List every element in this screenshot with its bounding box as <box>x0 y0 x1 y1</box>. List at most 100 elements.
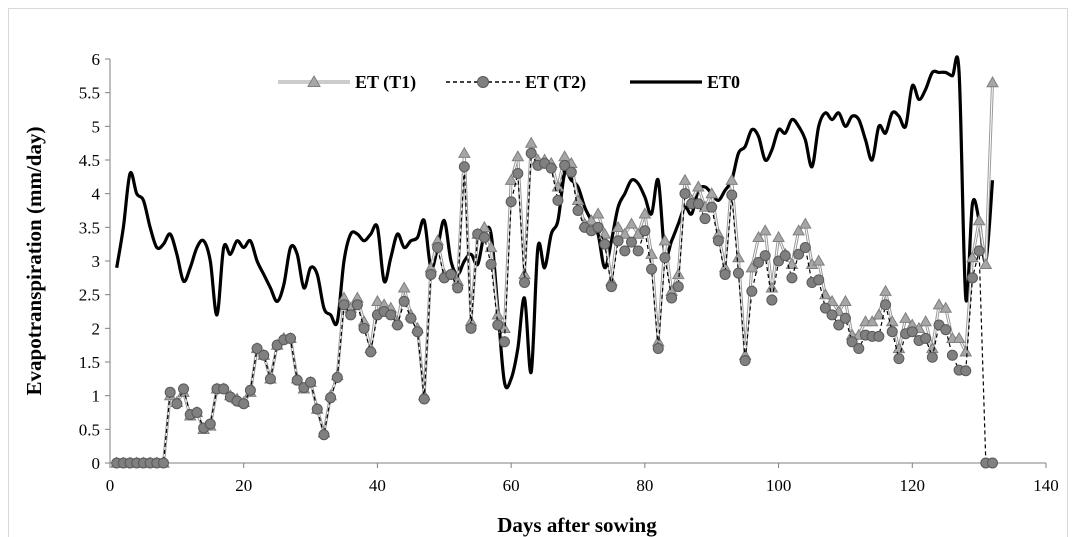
et-t2-point <box>927 352 937 362</box>
et-t2-point <box>245 385 255 395</box>
legend-label: ET (T2) <box>525 72 586 93</box>
et-t2-point <box>493 320 503 330</box>
et-t2-point <box>566 167 576 177</box>
y-tick-label: 4.5 <box>79 151 100 170</box>
et-t2-point <box>606 282 616 292</box>
et-t2-point <box>158 458 168 468</box>
et-t1-point <box>900 313 911 323</box>
et-t1-point <box>766 282 777 292</box>
et-t1-point <box>974 215 985 225</box>
et-t2-point <box>814 275 824 285</box>
et-t2-point <box>192 408 202 418</box>
et-t2-point <box>667 293 677 303</box>
legend-item: ET (T1) <box>278 72 416 93</box>
et-t2-point <box>961 366 971 376</box>
et-t2-point <box>874 331 884 341</box>
legend-item: ET (T2) <box>446 72 586 93</box>
et-t1-point <box>626 218 637 228</box>
et-t2-point <box>653 344 663 354</box>
et-t2-point <box>907 327 917 337</box>
et-t2-point <box>974 246 984 256</box>
y-tick-label: 5.5 <box>79 84 100 103</box>
et-t2-point <box>419 394 429 404</box>
et-t1-point <box>512 151 523 161</box>
x-tick-label: 0 <box>106 476 115 495</box>
legend-label: ET0 <box>707 72 740 92</box>
et-t2-point <box>366 347 376 357</box>
et-t2-point <box>647 264 657 274</box>
legend-label: ET (T1) <box>355 72 416 93</box>
et-t2-point <box>426 269 436 279</box>
et-t2-point <box>259 350 269 360</box>
et-t1-point <box>679 175 690 185</box>
series-et-t2 <box>112 148 998 468</box>
y-tick-label: 0.5 <box>79 420 100 439</box>
et-t2-point <box>593 222 603 232</box>
et-t2-point <box>546 163 556 173</box>
x-tick-label: 20 <box>235 476 252 495</box>
et-t2-point <box>626 237 636 247</box>
y-tick-label: 2.5 <box>79 286 100 305</box>
et-t2-point <box>265 374 275 384</box>
et-t2-point <box>553 195 563 205</box>
et-t2-point <box>780 251 790 261</box>
legend-item: ET0 <box>630 72 740 92</box>
et-t2-point <box>406 313 416 323</box>
et-t2-point <box>693 199 703 209</box>
et-t2-point <box>520 278 530 288</box>
et-t2-point <box>446 269 456 279</box>
et-t2-point <box>386 310 396 320</box>
et-t2-point <box>827 310 837 320</box>
et-t1-point <box>980 259 991 269</box>
x-tick-label: 140 <box>1033 476 1059 495</box>
et-t1-point <box>887 316 898 326</box>
et-t2-point <box>613 236 623 246</box>
et-t2-point <box>633 246 643 256</box>
et-t2-point <box>660 253 670 263</box>
et-t2-point <box>640 226 650 236</box>
et-t2-point <box>399 296 409 306</box>
et-t1-point <box>760 225 771 235</box>
et-t1-point <box>593 208 604 218</box>
y-tick-label: 5 <box>92 117 101 136</box>
et-t2-point <box>600 239 610 249</box>
et-t2-point <box>680 189 690 199</box>
series-layer <box>111 57 998 468</box>
et-t2-point <box>854 344 864 354</box>
et-t2-point <box>319 430 329 440</box>
legend: ET (T1) ET (T2) ET0 <box>278 72 740 93</box>
et-t2-point <box>179 384 189 394</box>
et-t1-point <box>559 151 570 161</box>
et-t1-point <box>492 309 503 319</box>
et-t2-point <box>727 190 737 200</box>
et-t1-point <box>726 175 737 185</box>
y-tick-label: 1.5 <box>79 353 100 372</box>
et-t2-point <box>921 333 931 343</box>
et-t2-point <box>359 323 369 333</box>
et-t2-point <box>620 246 630 256</box>
et-t1-point <box>526 138 537 148</box>
et-t2-point <box>941 325 951 335</box>
et-t2-point <box>894 354 904 364</box>
et-t2-point <box>673 282 683 292</box>
y-tick-label: 3 <box>92 252 101 271</box>
et-t1-point <box>659 235 670 245</box>
et-t2-point <box>740 356 750 366</box>
x-tick-label: 100 <box>766 476 792 495</box>
et-t2-point <box>433 243 443 253</box>
et-t2-point <box>453 283 463 293</box>
et-t2-point <box>306 377 316 387</box>
et-t2-point <box>887 327 897 337</box>
et-t2-point <box>707 202 717 212</box>
x-tick-label: 80 <box>636 476 653 495</box>
et-t2-point <box>172 399 182 409</box>
et-t2-point <box>499 337 509 347</box>
et-t2-point <box>800 243 810 253</box>
et-t2-point <box>332 372 342 382</box>
et-t2-point <box>767 295 777 305</box>
et-t1-point <box>646 249 657 259</box>
et-t2-point <box>947 350 957 360</box>
et-t2-point <box>573 206 583 216</box>
y-tick-label: 4 <box>92 185 101 204</box>
